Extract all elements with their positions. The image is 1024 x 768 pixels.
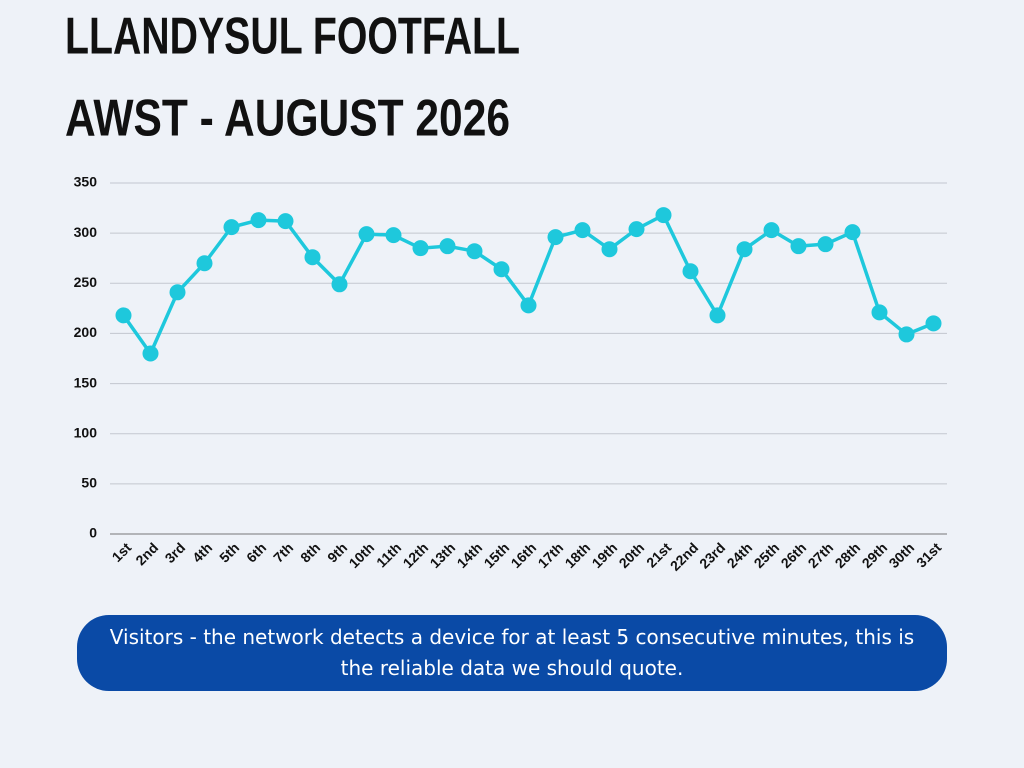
x-tick-label: 30th	[886, 539, 918, 571]
y-tick-label: 0	[89, 525, 97, 541]
x-tick-label: 22nd	[667, 539, 701, 573]
point	[790, 238, 807, 255]
point	[763, 222, 780, 239]
x-tick-label: 2nd	[132, 539, 161, 568]
x-tick-label: 3rd	[162, 539, 189, 566]
x-tick-label: 16th	[508, 539, 540, 571]
point	[628, 221, 645, 238]
point	[817, 236, 834, 253]
x-tick-label: 31st	[913, 539, 944, 570]
x-tick-label: 29th	[859, 539, 891, 571]
point	[493, 261, 510, 278]
point	[304, 249, 321, 266]
x-tick-label: 20th	[616, 539, 648, 571]
point	[169, 284, 186, 301]
point	[601, 241, 618, 258]
point	[223, 219, 240, 236]
y-tick-label: 250	[74, 274, 98, 290]
x-tick-label: 5th	[216, 539, 242, 565]
x-tick-label: 28th	[832, 539, 864, 571]
x-tick-label: 10th	[346, 539, 378, 571]
line	[122, 213, 935, 356]
point	[520, 297, 537, 314]
x-tick-label: 6th	[243, 539, 269, 565]
point	[655, 207, 672, 224]
x-tick-label: 12th	[400, 539, 432, 571]
point	[142, 345, 159, 362]
point	[358, 226, 375, 243]
x-tick-label: 15th	[481, 539, 513, 571]
point	[466, 243, 483, 260]
chart-title: AWST - AUGUST 2026	[65, 90, 510, 148]
chart-title: LLANDYSUL FOOTFALL	[65, 8, 520, 66]
x-tick-label: 26th	[778, 539, 810, 571]
point	[412, 240, 429, 257]
point	[682, 263, 699, 280]
x-tick-label: 8th	[297, 539, 323, 565]
x-tick-label: 11th	[373, 539, 404, 570]
point	[925, 315, 942, 332]
y-tick-label: 300	[74, 224, 98, 240]
x-tick-label: 7th	[270, 539, 296, 565]
x-tick-label: 23rd	[696, 539, 728, 571]
point	[385, 227, 402, 244]
point	[709, 307, 726, 324]
x-tick-label: 4th	[189, 539, 215, 565]
x-tick-label: 24th	[724, 539, 756, 571]
point	[196, 255, 213, 272]
annotation: Visitors - the network detects a device …	[77, 615, 947, 691]
point	[844, 224, 861, 241]
x-tick-label: 18th	[562, 539, 594, 571]
point	[115, 307, 132, 324]
point	[250, 212, 267, 229]
x-tick-label: 14th	[454, 539, 486, 571]
y-tick-label: 50	[81, 475, 97, 491]
x-tick-label: 25th	[751, 539, 783, 571]
point	[331, 276, 348, 293]
x-tick-label: 27th	[805, 539, 837, 571]
point	[547, 229, 564, 246]
x-tick-label: 17th	[535, 539, 567, 571]
y-tick-label: 350	[74, 174, 98, 190]
chart: LLANDYSUL FOOTFALL AWST - AUGUST 2026 0 5…	[65, 8, 947, 574]
point	[898, 326, 915, 343]
x-tick-label: 1st	[109, 539, 135, 565]
point	[439, 238, 456, 255]
point	[871, 304, 888, 321]
y-tick-label: 200	[74, 324, 98, 340]
point	[574, 222, 591, 239]
x-tick-label: 19th	[589, 539, 621, 571]
y-tick-label: 100	[74, 424, 98, 440]
y-tick-label: 150	[74, 374, 98, 390]
point	[277, 213, 294, 230]
point	[736, 241, 753, 258]
x-tick-label: 13th	[427, 539, 459, 571]
